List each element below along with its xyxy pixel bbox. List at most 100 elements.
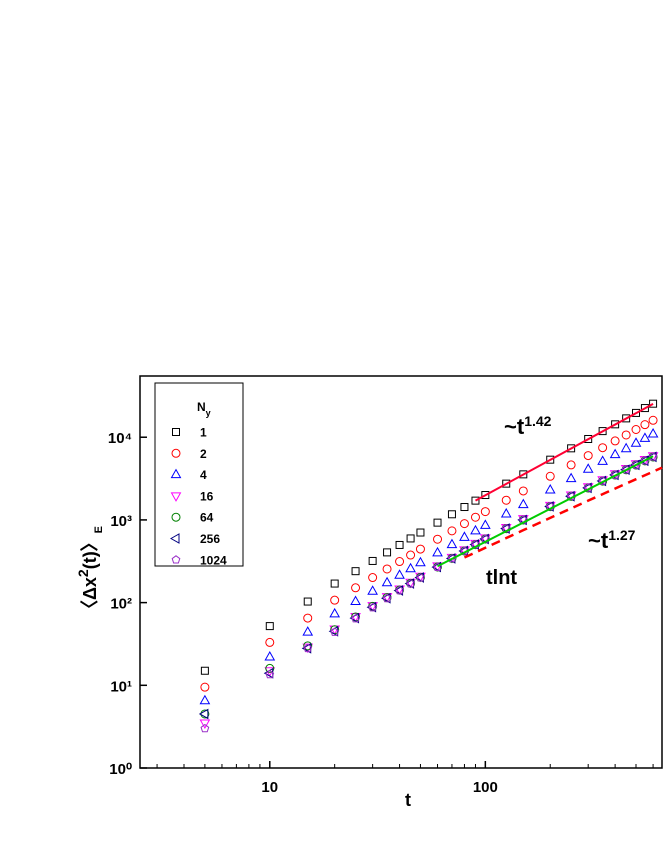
marker [330,579,339,588]
marker [406,534,415,543]
marker [381,576,393,587]
marker [303,643,313,653]
marker [405,562,416,573]
marker [330,595,340,605]
marker [609,448,621,459]
marker [447,526,457,536]
marker [433,534,443,544]
marker [382,593,392,603]
annotation: ~t1.27 [588,527,636,553]
legend-label: 4 [200,468,207,482]
marker [406,550,416,560]
marker [648,415,658,425]
marker [566,460,576,470]
legend-box [154,382,244,567]
marker [200,723,210,733]
y-tick-label: 10⁰ [109,761,132,778]
marker [383,548,392,557]
marker [446,538,458,549]
marker [351,583,361,593]
marker [406,579,415,588]
marker [198,708,209,720]
marker [610,436,620,446]
marker [611,420,620,429]
annotation-text: ~t [588,528,609,553]
y-axis-label: 〈Δx2(t)〉E [75,526,105,618]
marker [303,597,312,606]
marker [171,512,181,522]
marker [415,556,426,567]
marker [583,483,593,492]
marker [517,498,529,509]
marker [330,627,340,636]
marker [565,472,577,483]
marker [622,414,631,423]
marker [631,425,641,435]
marker [368,602,378,612]
marker [460,503,469,512]
marker [459,531,470,541]
fit-line [437,455,654,568]
marker [171,555,181,564]
marker [582,463,594,473]
marker [171,448,181,458]
y-label-rest: (t)〉 [80,533,100,569]
marker [519,470,528,479]
marker [395,557,405,567]
marker [500,507,512,518]
marker [199,694,211,705]
marker [265,622,274,631]
marker [647,427,659,438]
legend-title: Ny [197,400,211,418]
marker [632,408,641,417]
marker [200,666,209,675]
marker [470,512,480,522]
marker [170,468,182,479]
marker [620,442,632,453]
marker [640,404,649,413]
marker [459,519,469,529]
marker [416,573,425,582]
y-tick-label: 10² [110,596,132,613]
annotation-text: ~t [504,414,525,439]
marker [170,492,182,502]
y-label-main: 〈Δx [80,577,100,618]
marker [351,614,360,623]
annotation: tlnt [486,567,517,589]
marker [303,641,313,651]
marker [395,540,404,549]
legend-title-text: N [197,400,206,414]
y-label-sup: 2 [75,569,91,577]
marker [544,483,556,494]
marker [351,567,360,576]
marker [621,430,631,440]
marker [368,556,377,565]
marker [502,479,511,488]
annotation-text: tlnt [486,567,517,589]
fit-line [474,403,654,502]
y-tick-label: 10⁴ [108,430,132,447]
marker [302,626,314,636]
marker [169,533,180,544]
marker [566,491,576,501]
marker [648,452,658,461]
marker [639,432,651,442]
marker [598,427,607,436]
marker [597,455,608,465]
marker [480,507,490,517]
y-label-sub: E [93,526,105,533]
marker [367,585,378,595]
marker [649,399,658,408]
marker [329,607,341,618]
marker [460,546,469,555]
fit-line [463,466,663,559]
marker [265,663,275,673]
marker [545,471,555,481]
marker [172,428,180,436]
x-tick-label: 10 [261,779,278,796]
marker [479,519,491,529]
annotation: ~t1.42 [504,413,552,439]
annotation-sup: 1.42 [524,413,551,429]
legend-label: 1 [200,426,207,440]
